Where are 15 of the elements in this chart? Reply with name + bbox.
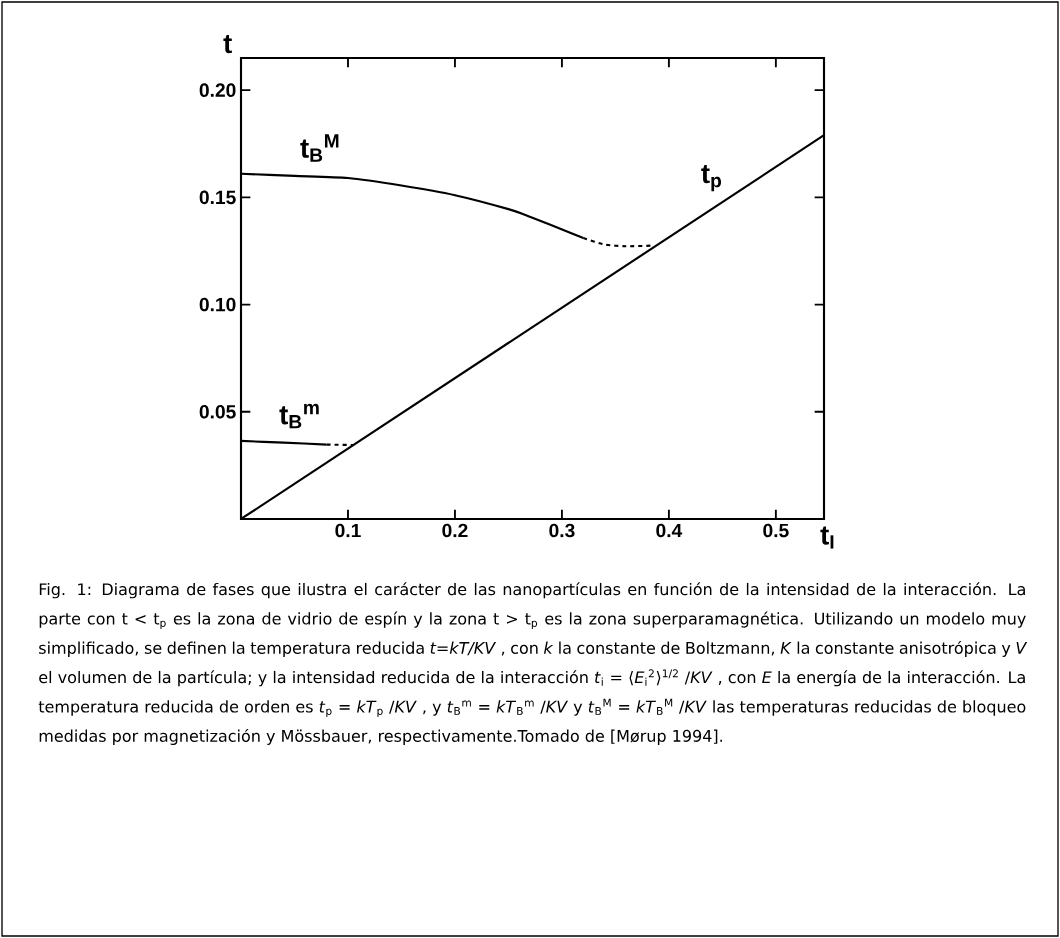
y-tick-label: 0.15 bbox=[199, 190, 236, 205]
x-tick-label: 0.4 bbox=[656, 523, 683, 538]
text: Fig. 1: Diagrama de fases que ilustra el carácter de las nanopartículas en función de la intensidad de la interacción. La parte con t < t$_{p}$ es la zona de vidrio de espín y la zona t > t$_{p}$ es la zona superparamagnética. Utilizando un modelo muy simplificado, se definen la temperatura reducida t=kT/KV , con k la constante de Boltzmann, K la constante anisotrópica y V el volumen de la partícula; y la intensidad reducida de la interacción t$_{i}$ = ⟨E$_{i}$$^{2}$⟩$^{1/2}$ /KV , con E la energía de la interacción. La temperatura reducida de orden es t$_{p}$ =kT$_{p}$ /KV , y t$_{B}$$^{m}$ =kT$_{B}$$^{m}$ /KV y t$_{B}$$^{M}$ =kT$_{B}$$^{M}$ /KV las temperaturas reducidas de bloqueo medidas por magnetización y Mössbauer, respectivamente.Tomado de [Mørup 1994]. bbox=[38, 582, 1028, 746]
annotation: t$_{B}$M bbox=[300, 134, 339, 162]
x-tick-label: 0.2 bbox=[442, 523, 468, 538]
y-tick-label: 0.05 bbox=[199, 404, 236, 419]
y-axis-title: t bbox=[223, 35, 232, 54]
x-tick-label: 0.1 bbox=[335, 523, 361, 538]
annotation: t$_{B}$m bbox=[279, 403, 319, 429]
y-tick-label: 0.10 bbox=[199, 297, 236, 312]
x-tick-label: 0.3 bbox=[549, 523, 575, 538]
x-tick-label: 0.5 bbox=[763, 523, 789, 538]
y-tick-label: 0.20 bbox=[199, 83, 236, 97]
x-axis-title: t$_{I}$ bbox=[820, 526, 834, 549]
annotation: t$_{p}$ bbox=[701, 164, 722, 192]
